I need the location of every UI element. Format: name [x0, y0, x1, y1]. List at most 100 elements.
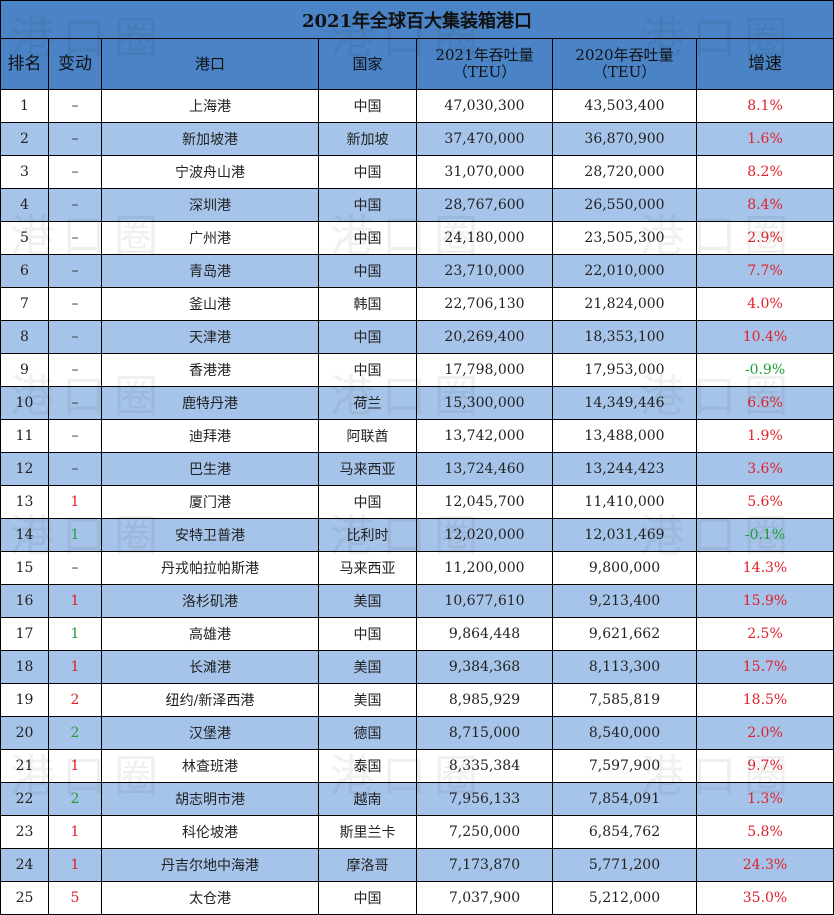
growth-cell: -0.1% — [696, 518, 834, 552]
throughput-2021-cell: 8,985,929 — [416, 683, 553, 717]
change-cell: 5 — [48, 881, 102, 915]
throughput-2020-cell: 5,771,200 — [552, 848, 697, 882]
throughput-2021-cell: 31,070,000 — [416, 155, 553, 189]
port-cell: 汉堡港 — [101, 716, 319, 750]
rank-cell: 17 — [0, 617, 49, 651]
header-2021-line1: 2021年吞吐量 — [435, 46, 534, 64]
table-row: 6– 青岛港 中国 23,710,000 22,010,000 7.7% — [0, 254, 834, 288]
throughput-2021-cell: 7,250,000 — [416, 815, 553, 849]
port-cell: 鹿特丹港 — [101, 386, 319, 420]
change-cell: – — [48, 452, 102, 486]
port-cell: 广州港 — [101, 221, 319, 255]
country-cell: 马来西亚 — [318, 452, 417, 486]
growth-cell: 2.9% — [696, 221, 834, 255]
change-cell: – — [48, 254, 102, 288]
growth-cell: 10.4% — [696, 320, 834, 354]
rank-cell: 21 — [0, 749, 49, 783]
throughput-2021-cell: 7,037,900 — [416, 881, 553, 915]
throughput-2020-cell: 9,800,000 — [552, 551, 697, 585]
throughput-2021-cell: 28,767,600 — [416, 188, 553, 222]
change-cell: 2 — [48, 716, 102, 750]
throughput-2021-cell: 7,956,133 — [416, 782, 553, 816]
change-cell: – — [48, 353, 102, 387]
table-body: 1– 上海港 中国 47,030,300 43,503,400 8.1% 2– 新加坡港 新加坡… — [0, 89, 834, 915]
throughput-2020-cell: 22,010,000 — [552, 254, 697, 288]
rank-cell: 18 — [0, 650, 49, 684]
header-2020-line2: （TEU） — [592, 63, 657, 81]
throughput-2021-cell: 11,200,000 — [416, 551, 553, 585]
port-cell: 科伦坡港 — [101, 815, 319, 849]
country-cell: 中国 — [318, 320, 417, 354]
change-cell: – — [48, 551, 102, 585]
change-cell: 1 — [48, 815, 102, 849]
rank-cell: 20 — [0, 716, 49, 750]
growth-cell: 8.4% — [696, 188, 834, 222]
table-row: 18 1 长滩港 美国 9,384,368 8,113,300 15.7% — [0, 650, 834, 684]
throughput-2020-cell: 21,824,000 — [552, 287, 697, 321]
rank-cell: 2 — [0, 122, 49, 156]
rank-cell: 10 — [0, 386, 49, 420]
table-row: 5– 广州港 中国 24,180,000 23,505,300 2.9% — [0, 221, 834, 255]
change-cell: – — [48, 221, 102, 255]
header-port: 港口 — [101, 38, 319, 90]
table-row: 7– 釜山港 韩国 22,706,130 21,824,000 4.0% — [0, 287, 834, 321]
table-row: 1– 上海港 中国 47,030,300 43,503,400 8.1% — [0, 89, 834, 123]
country-cell: 中国 — [318, 617, 417, 651]
table-row: 12– 巴生港 马来西亚 13,724,460 13,244,423 3.6% — [0, 452, 834, 486]
throughput-2020-cell: 7,597,900 — [552, 749, 697, 783]
country-cell: 阿联酋 — [318, 419, 417, 453]
table-row: 19 2 纽约/新泽西港 美国 8,985,929 7,585,819 18.5% — [0, 683, 834, 717]
country-cell: 越南 — [318, 782, 417, 816]
throughput-2021-cell: 9,384,368 — [416, 650, 553, 684]
throughput-2020-cell: 7,585,819 — [552, 683, 697, 717]
country-cell: 德国 — [318, 716, 417, 750]
country-cell: 中国 — [318, 485, 417, 519]
rank-cell: 8 — [0, 320, 49, 354]
throughput-2021-cell: 24,180,000 — [416, 221, 553, 255]
throughput-2020-cell: 14,349,446 — [552, 386, 697, 420]
throughput-2021-cell: 15,300,000 — [416, 386, 553, 420]
rank-cell: 1 — [0, 89, 49, 123]
growth-cell: 35.0% — [696, 881, 834, 915]
change-cell: – — [48, 419, 102, 453]
country-cell: 荷兰 — [318, 386, 417, 420]
change-cell: – — [48, 89, 102, 123]
table-row: 22 2 胡志明市港 越南 7,956,133 7,854,091 1.3% — [0, 782, 834, 816]
growth-cell: 6.6% — [696, 386, 834, 420]
table-row: 25 5 太仓港 中国 7,037,900 5,212,000 35.0% — [0, 881, 834, 915]
throughput-2020-cell: 6,854,762 — [552, 815, 697, 849]
throughput-2020-cell: 18,353,100 — [552, 320, 697, 354]
table-row: 24 1 丹吉尔地中海港 摩洛哥 7,173,870 5,771,200 24.3% — [0, 848, 834, 882]
rank-cell: 13 — [0, 485, 49, 519]
country-cell: 马来西亚 — [318, 551, 417, 585]
rank-cell: 7 — [0, 287, 49, 321]
port-cell: 林查班港 — [101, 749, 319, 783]
change-cell: 1 — [48, 650, 102, 684]
change-cell: 1 — [48, 584, 102, 618]
throughput-2020-cell: 23,505,300 — [552, 221, 697, 255]
growth-cell: 24.3% — [696, 848, 834, 882]
port-cell: 厦门港 — [101, 485, 319, 519]
table-row: 13 1 厦门港 中国 12,045,700 11,410,000 5.6% — [0, 485, 834, 519]
country-cell: 中国 — [318, 155, 417, 189]
table-row: 11– 迪拜港 阿联酋 13,742,000 13,488,000 1.9% — [0, 419, 834, 453]
port-cell: 天津港 — [101, 320, 319, 354]
throughput-2021-cell: 23,710,000 — [416, 254, 553, 288]
throughput-2020-cell: 13,488,000 — [552, 419, 697, 453]
table-row: 9– 香港港 中国 17,798,000 17,953,000 -0.9% — [0, 353, 834, 387]
throughput-2021-cell: 13,724,460 — [416, 452, 553, 486]
country-cell: 中国 — [318, 353, 417, 387]
throughput-2021-cell: 8,335,384 — [416, 749, 553, 783]
change-cell: 2 — [48, 683, 102, 717]
rank-cell: 22 — [0, 782, 49, 816]
table-row: 10– 鹿特丹港 荷兰 15,300,000 14,349,446 6.6% — [0, 386, 834, 420]
throughput-2020-cell: 7,854,091 — [552, 782, 697, 816]
country-cell: 美国 — [318, 683, 417, 717]
rank-cell: 12 — [0, 452, 49, 486]
change-cell: 1 — [48, 749, 102, 783]
change-cell: 1 — [48, 848, 102, 882]
throughput-2020-cell: 43,503,400 — [552, 89, 697, 123]
throughput-2020-cell: 36,870,900 — [552, 122, 697, 156]
country-cell: 比利时 — [318, 518, 417, 552]
port-cell: 巴生港 — [101, 452, 319, 486]
